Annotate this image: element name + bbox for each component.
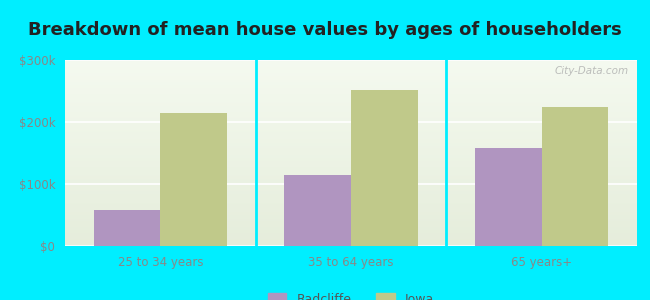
Bar [284,175,351,246]
Bar [541,106,608,246]
Bar [351,90,418,246]
Legend: Radcliffe, Iowa: Radcliffe, Iowa [268,293,434,300]
Bar [161,113,227,246]
Bar [94,210,161,246]
Text: City-Data.com: City-Data.com [554,66,629,76]
Bar [475,148,541,246]
Text: Breakdown of mean house values by ages of householders: Breakdown of mean house values by ages o… [28,21,622,39]
